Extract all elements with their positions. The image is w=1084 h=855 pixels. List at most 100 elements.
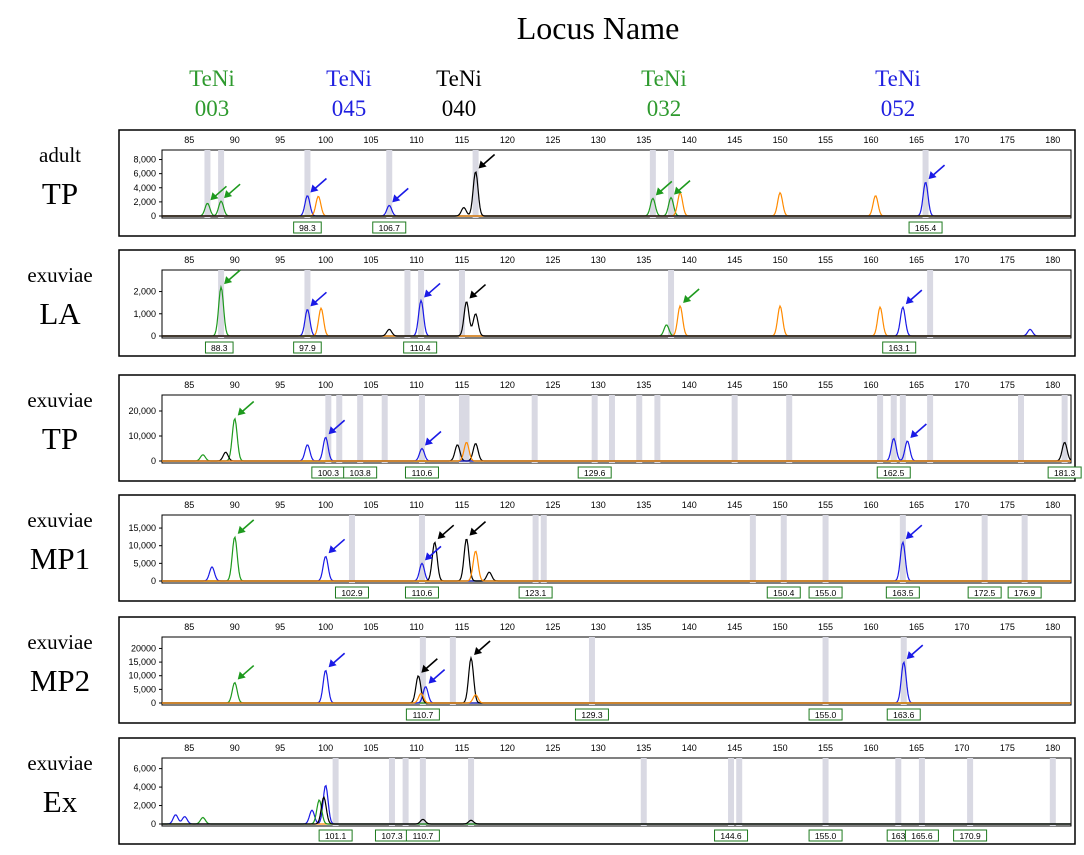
allele-size-label: 88.3 bbox=[211, 343, 228, 353]
x-tick-label: 170 bbox=[954, 135, 969, 145]
allele-size-box bbox=[1047, 466, 1082, 479]
allele-bin bbox=[654, 395, 661, 463]
y-tick-label: 0 bbox=[151, 576, 156, 586]
allele-bin bbox=[822, 637, 829, 705]
x-tick-label: 95 bbox=[275, 500, 285, 510]
allele-size-box bbox=[405, 708, 440, 721]
x-tick-label: 115 bbox=[455, 135, 469, 145]
peak-arrow bbox=[395, 187, 409, 200]
peak-arrow bbox=[472, 283, 487, 296]
y-tick-label: 1,000 bbox=[133, 309, 156, 319]
locus-number: 040 bbox=[441, 96, 477, 121]
peak-arrow-head bbox=[424, 289, 433, 298]
plot-area-frame bbox=[161, 757, 1072, 827]
allele-bin bbox=[463, 395, 470, 463]
peak-arrow bbox=[428, 545, 442, 558]
figure-title: Locus Name bbox=[516, 10, 680, 46]
x-tick-label: 85 bbox=[184, 380, 194, 390]
peak-arrow-head bbox=[674, 186, 683, 195]
x-tick-label: 90 bbox=[230, 135, 240, 145]
y-tick-label: 5,000 bbox=[133, 684, 156, 694]
x-tick-label: 140 bbox=[682, 500, 697, 510]
allele-bin bbox=[419, 758, 426, 826]
allele-size-box bbox=[577, 466, 612, 479]
allele-bin bbox=[668, 270, 675, 338]
x-tick-label: 175 bbox=[1000, 500, 1015, 510]
x-tick-label: 95 bbox=[275, 380, 285, 390]
locus-number: 045 bbox=[331, 96, 367, 121]
x-tick-label: 90 bbox=[230, 380, 240, 390]
allele-size-label: 172.5 bbox=[974, 588, 996, 598]
peak-arrow bbox=[241, 400, 255, 413]
x-tick-label: 120 bbox=[500, 380, 515, 390]
orange-channel-trace bbox=[162, 304, 1071, 337]
peak-arrow-head bbox=[224, 190, 233, 199]
x-tick-label: 130 bbox=[591, 500, 606, 510]
allele-bin bbox=[1021, 515, 1028, 583]
x-tick-label: 85 bbox=[184, 135, 194, 145]
allele-bin bbox=[472, 150, 479, 218]
allele-size-label: 165.4 bbox=[915, 223, 937, 233]
allele-size-label: 106.7 bbox=[379, 223, 401, 233]
x-tick-label: 150 bbox=[773, 135, 788, 145]
peak-arrow bbox=[332, 538, 346, 551]
x-tick-label: 115 bbox=[455, 380, 469, 390]
peak-arrow bbox=[241, 664, 255, 677]
peak-arrow bbox=[227, 183, 241, 196]
x-tick-label: 180 bbox=[1045, 135, 1060, 145]
allele-bin bbox=[967, 758, 974, 826]
x-tick-label: 130 bbox=[591, 135, 606, 145]
x-tick-label: 175 bbox=[1000, 622, 1015, 632]
x-tick-label: 130 bbox=[591, 255, 606, 265]
locus-label: TeNi 045 bbox=[309, 64, 389, 124]
x-tick-label: 135 bbox=[636, 135, 651, 145]
x-tick-label: 180 bbox=[1045, 255, 1060, 265]
x-tick-label: 115 bbox=[455, 622, 469, 632]
sample-name: MP2 bbox=[29, 663, 91, 698]
x-tick-label: 125 bbox=[545, 255, 560, 265]
x-tick-label: 170 bbox=[954, 380, 969, 390]
x-tick-label: 145 bbox=[727, 743, 742, 753]
x-tick-label: 175 bbox=[1000, 255, 1015, 265]
peak-arrow-head bbox=[437, 531, 446, 540]
plot-area-frame bbox=[161, 149, 1072, 219]
y-tick-label: 6,000 bbox=[133, 169, 156, 179]
x-tick-label: 180 bbox=[1045, 500, 1060, 510]
blue-channel-trace bbox=[162, 540, 1071, 582]
x-tick-label: 150 bbox=[773, 743, 788, 753]
locus-name: TeNi bbox=[875, 66, 921, 91]
x-tick-label: 120 bbox=[500, 135, 515, 145]
allele-bin bbox=[218, 270, 225, 338]
peak-arrow-head bbox=[928, 171, 937, 180]
y-tick-label: 15,000 bbox=[128, 523, 156, 533]
x-tick-label: 155 bbox=[818, 743, 833, 753]
y-tick-label: 2,000 bbox=[133, 801, 156, 811]
x-tick-label: 155 bbox=[818, 255, 833, 265]
y-tick-label: 4,000 bbox=[133, 183, 156, 193]
green-channel-trace bbox=[162, 284, 1071, 337]
peak-arrow bbox=[213, 185, 227, 198]
x-tick-label: 125 bbox=[545, 622, 560, 632]
allele-bin bbox=[404, 270, 411, 338]
allele-size-box bbox=[904, 829, 939, 842]
allele-size-box bbox=[574, 708, 609, 721]
black-channel-trace bbox=[162, 441, 1072, 462]
peak-arrow-head bbox=[469, 290, 478, 299]
locus-name: TeNi bbox=[189, 66, 235, 91]
allele-size-box bbox=[372, 221, 407, 234]
x-tick-label: 165 bbox=[909, 743, 924, 753]
x-tick-label: 130 bbox=[591, 622, 606, 632]
peak-arrow bbox=[909, 289, 923, 302]
y-tick-label: 0 bbox=[151, 456, 156, 466]
peak-arrow bbox=[313, 177, 327, 190]
x-tick-label: 155 bbox=[818, 622, 833, 632]
x-tick-label: 145 bbox=[727, 255, 742, 265]
x-tick-label: 105 bbox=[364, 135, 379, 145]
peak-arrow-head bbox=[905, 531, 914, 540]
x-tick-label: 135 bbox=[636, 622, 651, 632]
x-tick-label: 110 bbox=[409, 380, 423, 390]
peak-arrow bbox=[686, 288, 700, 301]
sample-category: exuviae bbox=[27, 751, 93, 775]
orange-channel-trace bbox=[162, 692, 1071, 704]
